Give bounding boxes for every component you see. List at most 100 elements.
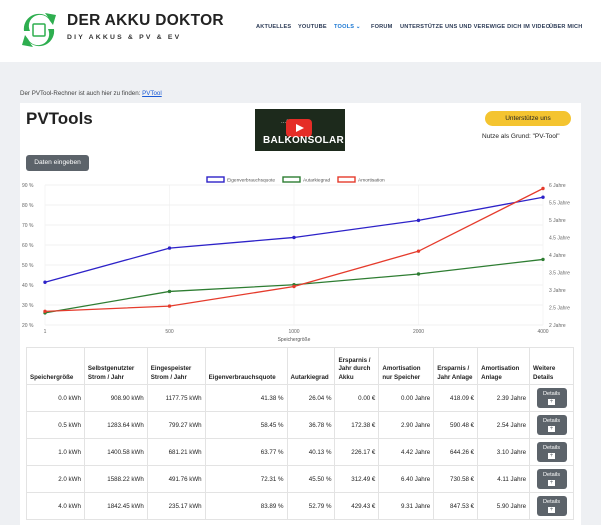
cell-selbstgenutzter-strom: 1588.22 kWh: [83, 465, 148, 493]
table-body: 0.0 kWh 908.90 kWh 1177.75 kWh 41.38 % 26.04…: [26, 384, 574, 520]
col-ersparnis-anlage: Ersparnis / Jahr Anlage: [433, 347, 479, 385]
support-button[interactable]: Unterstütze uns: [485, 111, 571, 126]
nav-item-youtube[interactable]: YOUTUBE: [298, 24, 327, 30]
youtube-video-embed[interactable]: ...are ... BALKONSOLAR: [255, 109, 345, 151]
expand-plus-icon: +: [548, 399, 556, 405]
cell-amortisation-anlage: 4.11 Jahre: [477, 465, 531, 493]
cell-autarkiegrad: 40.13 %: [286, 438, 336, 466]
data-point: [416, 218, 421, 223]
table-row: 2.0 kWh 1588.22 kWh 491.76 kWh 72.31 % 45.50…: [26, 465, 574, 493]
play-icon[interactable]: [286, 119, 312, 137]
cell-details: Details +: [529, 384, 574, 412]
cell-eigenverbrauchsquote: 83.89 %: [204, 492, 288, 520]
cell-speichergroesse: 0.5 kWh: [26, 411, 85, 439]
details-button[interactable]: Details +: [536, 388, 567, 408]
y-tick-label: 30 %: [22, 303, 34, 309]
legend-swatch: [206, 176, 225, 183]
legend-swatch: [337, 176, 356, 183]
y2-tick-label: 3 Jahre: [549, 288, 566, 294]
expand-plus-icon: +: [548, 480, 556, 486]
y-tick-label: 70 %: [22, 223, 34, 229]
details-button-label: Details: [542, 499, 561, 505]
cell-eingespeister-strom: 1177.75 kWh: [146, 384, 206, 412]
x-tick-label: 1000: [288, 329, 299, 335]
nav-item-support[interactable]: UNTERSTÜTZE UNS UND VEREWIGE DICH IM VID…: [400, 24, 551, 30]
expand-plus-icon: +: [548, 453, 556, 459]
results-table: Speichergröße Selbstgenutzter Strom / Ja…: [26, 347, 574, 520]
table-row: 0.5 kWh 1283.64 kWh 799.27 kWh 58.45 % 36.78…: [26, 411, 574, 439]
video-thumbnail-text: BALKONSOLAR: [263, 135, 345, 146]
cell-ersparnis-akku: 226.17 €: [334, 438, 380, 466]
details-button-label: Details: [542, 472, 561, 478]
cell-amortisation-anlage: 3.10 Jahre: [477, 438, 531, 466]
col-selbstgenutzter-strom: Selbstgenutzter Strom / Jahr: [83, 347, 148, 385]
cell-ersparnis-anlage: 644.26 €: [433, 438, 479, 466]
pvtool-link[interactable]: PVTool: [142, 90, 162, 97]
legend-label: Autarkiegrad: [303, 178, 331, 184]
details-button-label: Details: [542, 391, 561, 397]
cell-amortisation-anlage: 5.90 Jahre: [477, 492, 531, 520]
cell-amortisation-anlage: 2.39 Jahre: [477, 384, 531, 412]
y-tick-label: 50 %: [22, 263, 34, 269]
battery-recycle-logo-icon[interactable]: [18, 9, 60, 51]
data-point: [43, 280, 47, 284]
cell-autarkiegrad: 36.78 %: [286, 411, 336, 439]
nav-item-forum[interactable]: FORUM: [371, 24, 393, 30]
col-eingespeister-strom: Eingespeister Strom / Jahr: [146, 347, 206, 385]
data-point: [541, 195, 545, 199]
y2-tick-label: 2 Jahre: [549, 323, 566, 329]
site-subtitle: DIY AKKUS & PV & EV: [67, 34, 182, 41]
nav-item-tools[interactable]: TOOLS ⌄: [334, 24, 361, 30]
cell-eingespeister-strom: 799.27 kWh: [146, 411, 206, 439]
details-button[interactable]: Details +: [536, 496, 567, 516]
table-row: 1.0 kWh 1400.58 kWh 681.21 kWh 63.77 % 40.13…: [26, 438, 574, 466]
cell-details: Details +: [529, 438, 574, 466]
cell-autarkiegrad: 45.50 %: [286, 465, 336, 493]
cell-selbstgenutzter-strom: 1842.45 kWh: [83, 492, 148, 520]
top-navigation-bar: DER AKKU DOKTOR DIY AKKUS & PV & EV AKTU…: [0, 0, 601, 62]
details-button[interactable]: Details +: [536, 442, 567, 462]
data-point: [416, 272, 421, 276]
cell-ersparnis-akku: 172.38 €: [334, 411, 380, 439]
cell-ersparnis-anlage: 847.53 €: [433, 492, 479, 520]
nav-item-aktuelles[interactable]: AKTUELLES: [256, 24, 292, 30]
y2-tick-label: 6 Jahre: [549, 183, 566, 189]
intro-label: Der PVTool-Rechner ist auch hier zu find…: [20, 90, 143, 97]
cell-selbstgenutzter-strom: 1283.64 kWh: [83, 411, 148, 439]
cell-speichergroesse: 1.0 kWh: [26, 438, 85, 466]
expand-plus-icon: +: [548, 507, 556, 513]
site-title[interactable]: DER AKKU DOKTOR: [67, 12, 224, 29]
expand-plus-icon: +: [548, 426, 556, 432]
details-button[interactable]: Details +: [536, 469, 567, 489]
data-point: [43, 309, 47, 314]
details-button[interactable]: Details +: [536, 415, 567, 435]
cell-eingespeister-strom: 491.76 kWh: [146, 465, 206, 493]
x-axis-label: Speichergröße: [278, 337, 311, 343]
data-point: [292, 284, 296, 289]
cell-amortisation-speicher: 9.31 Jahre: [378, 492, 435, 520]
support-note: Nutze als Grund: "PV-Tool": [482, 133, 560, 140]
table-row: 4.0 kWh 1842.45 kWh 235.17 kWh 83.89 % 52.79…: [26, 492, 574, 520]
data-point: [292, 235, 296, 240]
col-amortisation-speicher: Amortisation nur Speicher: [378, 347, 435, 385]
legend-label: Amortisation: [358, 178, 385, 184]
table-header-row: Speichergröße Selbstgenutzter Strom / Ja…: [26, 347, 574, 385]
nav-item-about[interactable]: ÜBER MICH: [549, 24, 583, 30]
y-tick-label: 80 %: [22, 203, 34, 209]
y-tick-label: 60 %: [22, 243, 34, 249]
x-tick-label: 500: [165, 329, 174, 335]
cell-eingespeister-strom: 681.21 kWh: [146, 438, 206, 466]
y2-tick-label: 4.5 Jahre: [549, 236, 570, 242]
y2-tick-label: 4 Jahre: [549, 253, 566, 259]
col-amortisation-anlage: Amortisation Anlage: [477, 347, 531, 385]
cell-amortisation-speicher: 0.00 Jahre: [378, 384, 435, 412]
data-point: [167, 246, 172, 250]
cell-autarkiegrad: 26.04 %: [286, 384, 336, 412]
cell-selbstgenutzter-strom: 1400.58 kWh: [83, 438, 148, 466]
cell-amortisation-speicher: 2.90 Jahre: [378, 411, 435, 439]
data-point: [541, 257, 545, 262]
enter-data-button[interactable]: Daten eingeben: [26, 155, 89, 171]
cell-details: Details +: [529, 411, 574, 439]
y-tick-label: 20 %: [22, 323, 34, 329]
cell-autarkiegrad: 52.79 %: [286, 492, 336, 520]
